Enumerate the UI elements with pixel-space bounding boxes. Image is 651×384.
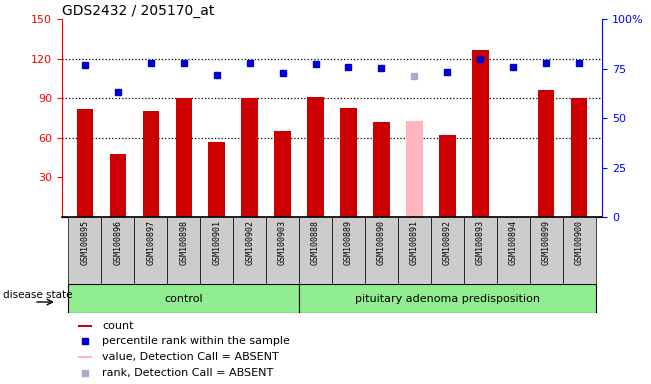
Text: GSM100891: GSM100891 xyxy=(410,220,419,265)
Bar xyxy=(439,135,456,217)
Bar xyxy=(68,284,299,313)
Bar xyxy=(530,217,562,284)
Text: control: control xyxy=(165,293,203,304)
Text: count: count xyxy=(102,321,134,331)
Bar xyxy=(332,217,365,284)
Bar xyxy=(365,217,398,284)
Bar xyxy=(398,217,431,284)
Bar xyxy=(143,111,159,217)
Text: GSM100895: GSM100895 xyxy=(81,220,89,265)
Bar xyxy=(340,108,357,217)
Bar xyxy=(78,324,92,327)
Bar xyxy=(102,217,134,284)
Bar xyxy=(233,217,266,284)
Bar xyxy=(208,142,225,217)
Bar xyxy=(464,217,497,284)
Text: GSM100901: GSM100901 xyxy=(212,220,221,265)
Text: GSM100898: GSM100898 xyxy=(179,220,188,265)
Text: GDS2432 / 205170_at: GDS2432 / 205170_at xyxy=(62,4,214,18)
Bar xyxy=(176,98,192,217)
Text: GSM100902: GSM100902 xyxy=(245,220,254,265)
Bar xyxy=(266,217,299,284)
Bar xyxy=(134,217,167,284)
Text: GSM100896: GSM100896 xyxy=(113,220,122,265)
Text: value, Detection Call = ABSENT: value, Detection Call = ABSENT xyxy=(102,352,279,362)
Bar xyxy=(571,98,587,217)
Text: GSM100888: GSM100888 xyxy=(311,220,320,265)
Text: GSM100900: GSM100900 xyxy=(575,220,583,265)
Bar xyxy=(77,109,93,217)
Text: percentile rank within the sample: percentile rank within the sample xyxy=(102,336,290,346)
Bar xyxy=(78,356,92,358)
Bar xyxy=(68,217,102,284)
Text: GSM100899: GSM100899 xyxy=(542,220,551,265)
Bar xyxy=(472,50,488,217)
Bar xyxy=(373,122,390,217)
Bar xyxy=(109,154,126,217)
Text: GSM100897: GSM100897 xyxy=(146,220,156,265)
Bar xyxy=(538,90,555,217)
Text: GSM100889: GSM100889 xyxy=(344,220,353,265)
Text: pituitary adenoma predisposition: pituitary adenoma predisposition xyxy=(355,293,540,304)
Text: GSM100892: GSM100892 xyxy=(443,220,452,265)
Bar xyxy=(167,217,201,284)
Bar xyxy=(406,121,422,217)
Text: GSM100893: GSM100893 xyxy=(476,220,485,265)
Bar xyxy=(307,97,324,217)
Text: GSM100894: GSM100894 xyxy=(508,220,518,265)
Text: GSM100890: GSM100890 xyxy=(377,220,386,265)
Bar xyxy=(497,217,530,284)
Bar xyxy=(431,217,464,284)
Bar xyxy=(299,284,596,313)
Bar xyxy=(274,131,291,217)
Bar xyxy=(562,217,596,284)
Text: rank, Detection Call = ABSENT: rank, Detection Call = ABSENT xyxy=(102,367,273,377)
Bar xyxy=(201,217,233,284)
Text: GSM100903: GSM100903 xyxy=(278,220,287,265)
Text: disease state: disease state xyxy=(3,290,73,300)
Bar xyxy=(299,217,332,284)
Bar xyxy=(242,98,258,217)
